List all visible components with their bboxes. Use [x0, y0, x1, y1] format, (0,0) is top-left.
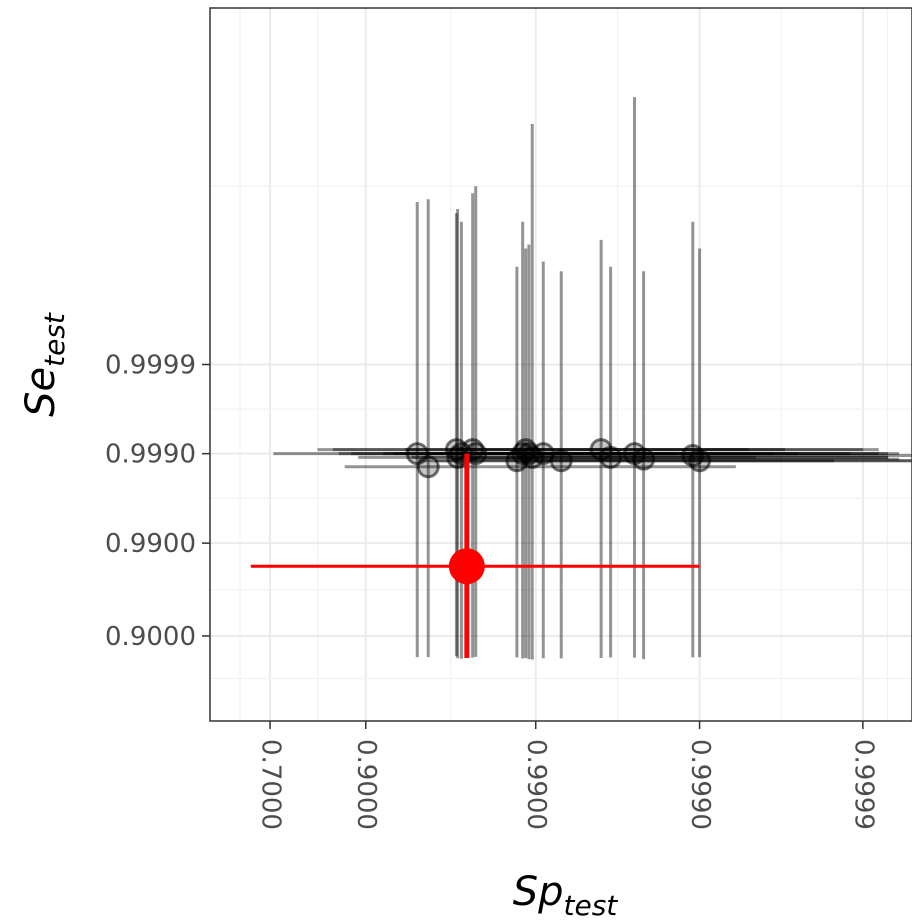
x-tick-label: 0.7000 [256, 739, 286, 830]
study-point [632, 447, 656, 471]
grid [210, 8, 912, 721]
y-axis-title: Setest [18, 312, 71, 417]
y-tick-label: 0.9990 [105, 440, 196, 470]
x-tick-label: 0.9000 [351, 739, 381, 830]
study-point [416, 455, 440, 479]
y-tick-label: 0.9900 [105, 529, 196, 559]
y-axis: 0.9000 0.9900 0.9990 0.9999 [105, 351, 210, 652]
study-point [688, 449, 712, 473]
study-point [599, 445, 623, 469]
y-tick-label: 0.9999 [105, 351, 196, 381]
study-points [405, 438, 712, 479]
study-point [549, 449, 573, 473]
study-error-bars [273, 97, 912, 660]
x-axis: 0.7000 0.9000 0.9900 0.9990 0.9999 [256, 721, 878, 830]
x-tick-label: 0.9990 [685, 739, 715, 830]
pooled-point [448, 548, 485, 585]
pooled-estimate [250, 453, 700, 658]
y-tick-label: 0.9000 [105, 622, 196, 652]
x-tick-label: 0.9999 [848, 739, 878, 830]
x-axis-title: Sptest [513, 869, 619, 922]
x-tick-label: 0.9900 [521, 739, 551, 830]
y-grid-lines [210, 185, 912, 680]
